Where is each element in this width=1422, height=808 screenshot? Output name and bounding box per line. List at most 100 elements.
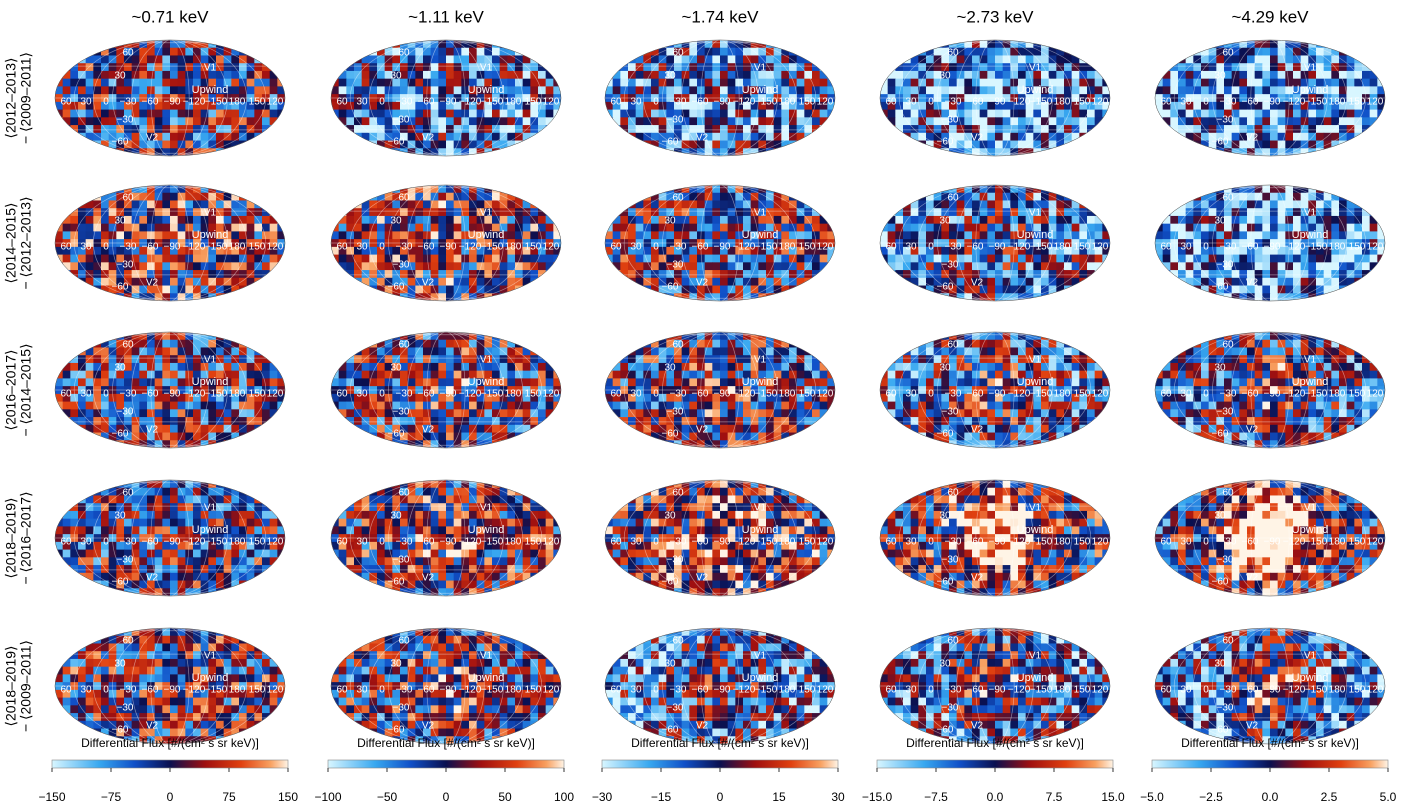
map-pixel [362, 286, 370, 294]
map-pixel [1193, 185, 1201, 193]
map-pixel [1102, 262, 1110, 270]
map-pixel [109, 48, 117, 56]
map-pixel [538, 79, 546, 87]
v2-label: V2 [422, 133, 435, 144]
map-pixel [477, 125, 485, 133]
map-pixel [797, 133, 805, 141]
map-pixel [507, 110, 515, 118]
map-pixel [438, 141, 446, 149]
map-pixel [400, 86, 408, 94]
map-pixel [781, 255, 789, 263]
map-pixel [277, 125, 285, 133]
map-pixel [636, 110, 644, 118]
map-pixel [377, 79, 385, 87]
map-pixel [789, 40, 797, 48]
map-pixel [1362, 216, 1370, 224]
map-pixel [1186, 110, 1194, 118]
map-pixel [277, 286, 285, 294]
map-pixel [880, 133, 888, 141]
map-pixel [538, 216, 546, 224]
map-pixel [1087, 71, 1095, 79]
map-pixel [86, 40, 94, 48]
map-pixel [812, 86, 820, 94]
map-pixel [369, 208, 377, 216]
map-pixel [911, 148, 919, 156]
map-pixel [827, 141, 835, 149]
map-pixel [277, 224, 285, 232]
map-pixel [1095, 40, 1103, 48]
map-pixel [63, 371, 71, 379]
map-pixel [804, 148, 812, 156]
map-pixel [620, 193, 628, 201]
map-pixel [1301, 270, 1309, 278]
map-pixel [1270, 278, 1278, 286]
map-pixel [1018, 117, 1026, 125]
map-pixel [1354, 270, 1362, 278]
map-pixel [689, 79, 697, 87]
map-pixel [500, 293, 508, 301]
longitude-label: −30 [945, 97, 962, 108]
map-pixel [1239, 71, 1247, 79]
map-pixel [1354, 208, 1362, 216]
map-pixel [346, 216, 354, 224]
map-pixel [720, 63, 728, 71]
map-pixel [70, 48, 78, 56]
v2-label: V2 [971, 278, 984, 289]
map-pixel [774, 117, 782, 125]
map-pixel [766, 110, 774, 118]
map-pixel [987, 79, 995, 87]
map-pixel [1170, 293, 1178, 301]
map-pixel [1331, 200, 1339, 208]
map-pixel [170, 286, 178, 294]
map-pixel [1155, 270, 1163, 278]
map-pixel [1239, 63, 1247, 71]
map-pixel [132, 86, 140, 94]
latitude-label: −60 [112, 137, 129, 148]
map-pixel [636, 224, 644, 232]
map-pixel [523, 231, 531, 239]
map-pixel [354, 40, 362, 48]
map-pixel [1270, 86, 1278, 94]
map-pixel [362, 216, 370, 224]
map-pixel [362, 185, 370, 193]
map-pixel [1003, 133, 1011, 141]
map-pixel [1155, 262, 1163, 270]
upwind-label: Upwind [1292, 84, 1329, 96]
map-pixel [797, 293, 805, 301]
map-pixel [1079, 270, 1087, 278]
upwind-label: Upwind [742, 84, 779, 96]
map-pixel [369, 216, 377, 224]
map-pixel [201, 125, 209, 133]
map-pixel [270, 185, 278, 193]
map-pixel [636, 293, 644, 301]
map-pixel [1339, 208, 1347, 216]
map-pixel [705, 224, 713, 232]
row-label: ⟨2016–2017⟩− ⟨2014–2015⟩ [3, 343, 34, 436]
longitude-label: −60 [1242, 242, 1259, 253]
map-pixel [262, 40, 270, 48]
map-pixel [1347, 86, 1355, 94]
map-pixel [553, 270, 561, 278]
map-pixel [78, 86, 86, 94]
map-pixel [239, 363, 247, 371]
map-pixel [101, 224, 109, 232]
map-pixel [1270, 193, 1278, 201]
map-pixel [93, 148, 101, 156]
map-pixel [185, 347, 193, 355]
map-pixel [720, 193, 728, 201]
map-pixel [1056, 86, 1064, 94]
map-pixel [454, 278, 462, 286]
map-pixel [964, 117, 972, 125]
map-pixel [880, 117, 888, 125]
map-pixel [277, 55, 285, 63]
map-pixel [346, 255, 354, 263]
map-pixel [743, 71, 751, 79]
longitude-label: 60 [885, 242, 897, 253]
map-pixel [86, 71, 94, 79]
map-pixel [1155, 125, 1163, 133]
map-pixel [377, 293, 385, 301]
map-pixel [888, 193, 896, 201]
map-pixel [720, 270, 728, 278]
map-pixel [1155, 148, 1163, 156]
map-pixel [162, 48, 170, 56]
